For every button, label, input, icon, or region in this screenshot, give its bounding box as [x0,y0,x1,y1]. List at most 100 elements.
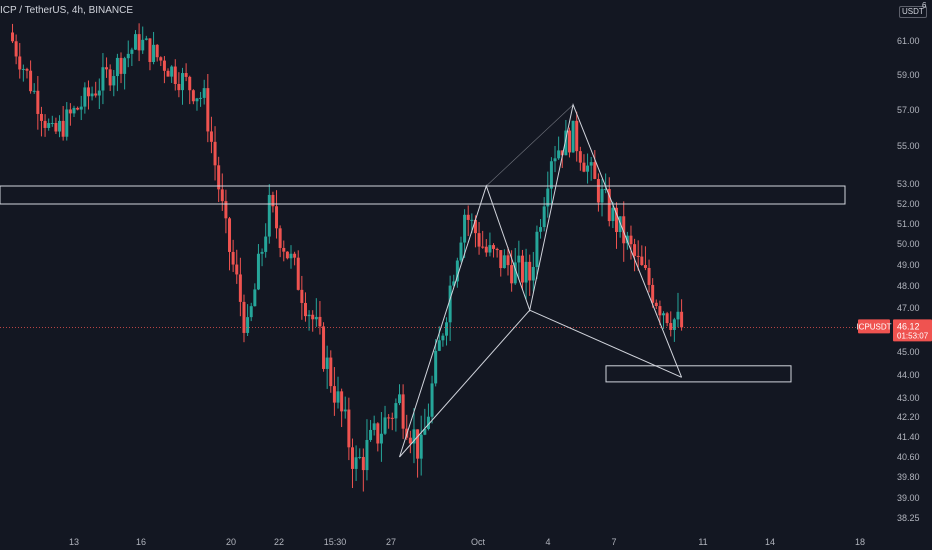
candle-body [267,194,271,237]
price-tick-label: 38.25 [897,513,920,523]
candle-body [643,265,647,268]
candle-body [354,457,358,469]
candle-body [445,322,449,336]
price-tag-bg [893,319,932,342]
candle-body [86,87,90,97]
candle-body [159,57,163,61]
candle-body [531,266,535,281]
candle-body [36,90,40,114]
candle-body [654,302,658,307]
candle-body [21,68,25,70]
candle-body [108,69,112,86]
candle-body [455,260,459,282]
candle-body [260,251,264,254]
price-tick-label: 59.00 [897,70,920,80]
candle-body [571,120,575,153]
candle-body [582,162,586,172]
candle-body [278,228,282,248]
candle-body [459,242,463,261]
candle-body [32,90,36,92]
candle-body [557,150,561,159]
candle-body [264,236,268,252]
candle-body [282,247,286,252]
candle-body [25,68,29,71]
candle-body [115,57,119,77]
candle-body [238,274,242,302]
candle-body [658,306,662,316]
candle-body [622,216,626,244]
candle-body [419,434,423,459]
candle-body [593,162,597,179]
candle-body [578,151,582,163]
time-tick-label: 22 [274,537,284,547]
candle-body [300,289,304,303]
candle-body [499,250,503,269]
unit-label[interactable]: USDT [899,6,927,18]
candle-body [408,437,412,444]
candle-body [137,34,141,51]
price-tick-label: 47.00 [897,303,920,313]
candle-body [589,162,593,166]
time-tick-label: 7 [611,537,616,547]
time-tick-label: 4 [545,537,550,547]
candle-body [123,58,127,74]
candle-body [546,188,550,207]
time-tick-label: 27 [386,537,396,547]
candle-body [181,73,184,91]
symbol-tag-bg [858,319,890,334]
candle-body [83,87,87,107]
candle-body [126,53,130,59]
candle-body [586,165,590,172]
candle-body [517,255,521,263]
candle-body [144,38,148,40]
candle-body [365,439,369,471]
candle-body [224,201,228,219]
candle-body [387,417,391,419]
candle-body [665,313,669,324]
candle-body [611,207,615,222]
candle-body [195,98,199,102]
candle-body [383,417,387,434]
time-tick-label: 11 [698,537,707,547]
drawings-layer [0,103,862,458]
candle-body [101,67,105,91]
candle-body [633,244,637,256]
candle-body [105,67,109,70]
candle-body [672,319,676,330]
candle-body [325,357,329,369]
candle-body [97,90,101,96]
candle-body [220,189,224,202]
price-tick-label: 49.00 [897,260,920,270]
candle-body [90,93,94,97]
candle-body [311,314,315,320]
candle-body [434,350,438,384]
candle-body [376,423,380,444]
candle-body [271,194,275,207]
candle-body [275,206,279,229]
candle-body [173,66,177,85]
candle-body [65,109,69,137]
price-tick-label: 39.80 [897,472,920,482]
candle-body [133,34,137,50]
pattern-legs [399,103,683,458]
candle-body [390,417,394,419]
candle-body [152,44,156,63]
candle-body [43,120,47,128]
candle-body [213,141,217,166]
candle-body [361,456,365,471]
pattern-ac-line [486,104,574,187]
candle-body [463,214,467,243]
price-tick-label: 51.00 [897,219,920,229]
candle-body [72,107,76,114]
candle-body [615,207,618,233]
resistance-zone [0,185,846,205]
candle-body [379,433,383,444]
candle-body [347,409,351,448]
candle-body [329,357,333,387]
candle-body [246,317,250,333]
candle-body [401,394,405,429]
time-tick-label: 16 [136,537,146,547]
candle-body [423,428,427,435]
candle-body [54,123,58,132]
